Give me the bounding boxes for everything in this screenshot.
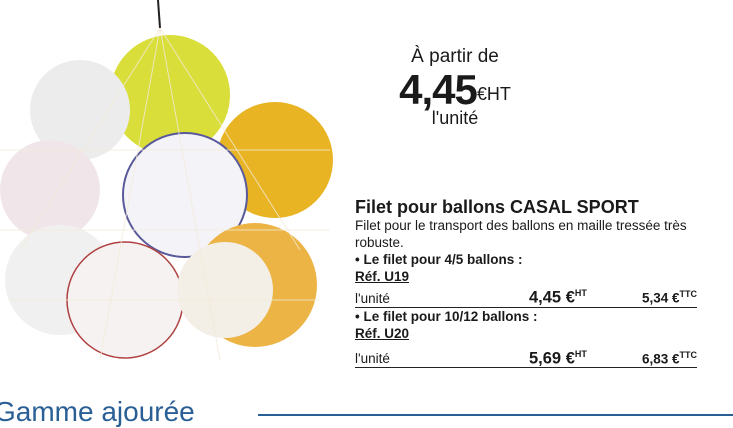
variant-u20: • Le filet pour 10/12 ballons : Réf. U20… — [355, 308, 697, 368]
unit-label: l'unité — [355, 290, 390, 306]
price-ttc: 5,34 €TTC — [629, 286, 697, 307]
variant-ref: Réf. U19 — [355, 269, 410, 284]
price-ht: 5,69 €HT — [529, 346, 629, 368]
section-divider — [258, 414, 733, 416]
price-ht: 4,45 €HT — [529, 285, 629, 307]
product-description: Filet pour le transport des ballons en m… — [355, 218, 687, 250]
price-ht-value: 4,45 € — [529, 288, 575, 307]
ttc-label: TTC — [679, 289, 698, 299]
ht-label: HT — [574, 288, 587, 298]
promo-price: 4,45€HT — [370, 68, 540, 112]
variant-ref: Réf. U20 — [355, 325, 410, 341]
price-ttc-value: 5,34 € — [641, 290, 680, 306]
price-ttc-value: 6,83 € — [641, 351, 680, 366]
price-ttc: 6,83 €TTC — [629, 347, 697, 368]
variant-label: • Le filet pour 10/12 ballons : — [355, 308, 538, 324]
promo-currency: €HT — [476, 84, 511, 104]
ht-label: HT — [574, 348, 587, 359]
ttc-label: TTC — [679, 349, 698, 360]
price-ht-value: 5,69 € — [529, 349, 575, 367]
section-title: Gamme ajourée — [0, 396, 195, 427]
price-callout: À partir de 4,45€HT l'unité — [370, 46, 540, 129]
from-label: À partir de — [411, 46, 499, 67]
variant-u19: • Le filet pour 4/5 ballons : Réf. U19 l… — [355, 251, 697, 308]
product-info: Filet pour ballons CASAL SPORT Filet pou… — [355, 197, 697, 368]
price-row: l'unité 4,45 €HT 5,34 €TTC — [355, 285, 697, 308]
unit-label: l'unité — [355, 351, 390, 366]
ball-net-photo — [0, 0, 333, 361]
product-title: Filet pour ballons CASAL SPORT — [355, 197, 639, 217]
per-unit-label: l'unité — [431, 108, 479, 128]
price-row: l'unité 5,69 €HT 6,83 €TTC — [355, 346, 697, 368]
variant-label: • Le filet pour 4/5 ballons : — [355, 252, 523, 267]
promo-price-value: 4,45 — [399, 66, 478, 113]
